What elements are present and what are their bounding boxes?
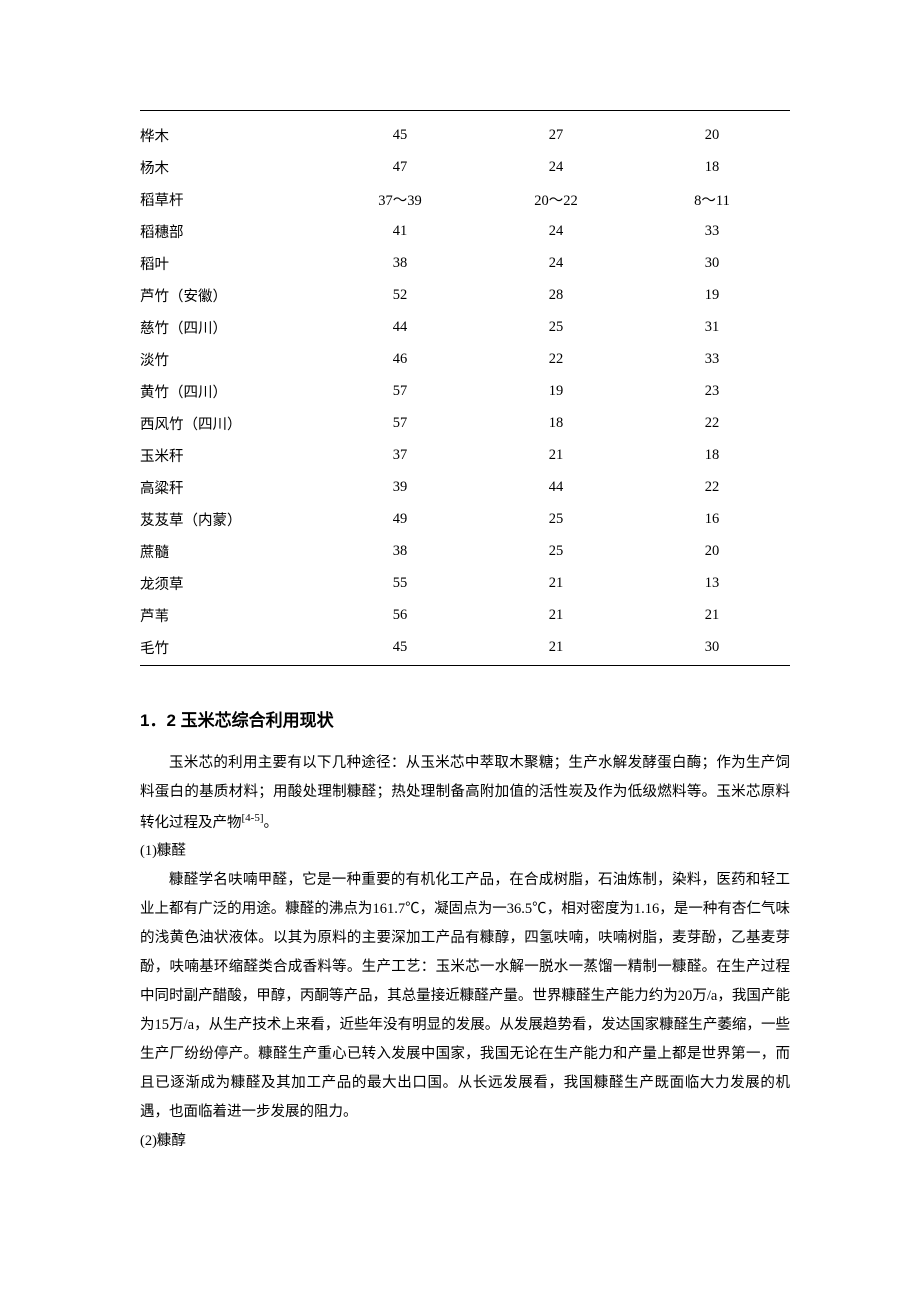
materials-table: 桦木452720杨木472418稻草杆37～3920～228～11稻穗部4124… — [140, 119, 790, 666]
cell-name: 西风竹（四川） — [140, 407, 322, 439]
cell-value: 22 — [478, 343, 634, 375]
table-row: 毛竹452130 — [140, 631, 790, 665]
content-area: 桦木452720杨木472418稻草杆37～3920～228～11稻穗部4124… — [140, 0, 790, 1156]
paragraph-intro: 玉米芯的利用主要有以下几种途径：从玉米芯中萃取木聚糖；生产水解发酵蛋白酶；作为生… — [140, 749, 790, 838]
cell-value: 33 — [634, 343, 790, 375]
cell-value: 24 — [478, 215, 634, 247]
cell-name: 稻叶 — [140, 247, 322, 279]
cell-value: 33 — [634, 215, 790, 247]
table-row: 桦木452720 — [140, 119, 790, 151]
cell-name: 淡竹 — [140, 343, 322, 375]
table-row: 蔗髓382520 — [140, 535, 790, 567]
cell-value: 46 — [322, 343, 478, 375]
cell-name: 杨木 — [140, 151, 322, 183]
cell-value: 37～39 — [322, 183, 478, 215]
cell-value: 49 — [322, 503, 478, 535]
cell-value: 38 — [322, 535, 478, 567]
reference-4-5: [4-5] — [242, 812, 264, 824]
cell-value: 30 — [634, 631, 790, 665]
cell-value: 52 — [322, 279, 478, 311]
cell-value: 45 — [322, 631, 478, 665]
cell-value: 18 — [634, 439, 790, 471]
table-row: 高粱秆394422 — [140, 471, 790, 503]
cell-name: 稻穗部 — [140, 215, 322, 247]
cell-value: 21 — [478, 631, 634, 665]
cell-value: 19 — [634, 279, 790, 311]
table-row: 龙须草552113 — [140, 567, 790, 599]
cell-name: 蔗髓 — [140, 535, 322, 567]
cell-name: 毛竹 — [140, 631, 322, 665]
cell-value: 22 — [634, 407, 790, 439]
cell-name: 桦木 — [140, 119, 322, 151]
cell-value: 57 — [322, 375, 478, 407]
item-2-label: (2)糠醇 — [140, 1127, 790, 1156]
cell-value: 16 — [634, 503, 790, 535]
cell-value: 18 — [634, 151, 790, 183]
cell-value: 25 — [478, 503, 634, 535]
cell-value: 21 — [478, 567, 634, 599]
cell-name: 稻草杆 — [140, 183, 322, 215]
cell-value: 47 — [322, 151, 478, 183]
paragraph-intro-text-b: 。 — [264, 814, 279, 830]
cell-value: 28 — [478, 279, 634, 311]
cell-value: 22 — [634, 471, 790, 503]
cell-value: 20 — [634, 535, 790, 567]
cell-name: 芦苇 — [140, 599, 322, 631]
cell-value: 24 — [478, 247, 634, 279]
cell-value: 20～22 — [478, 183, 634, 215]
cell-value: 21 — [478, 599, 634, 631]
section-heading: 1．2 玉米芯综合利用现状 — [140, 706, 790, 731]
cell-value: 13 — [634, 567, 790, 599]
cell-value: 19 — [478, 375, 634, 407]
cell-value: 30 — [634, 247, 790, 279]
cell-value: 25 — [478, 311, 634, 343]
cell-name: 芦竹（安徽） — [140, 279, 322, 311]
cell-value: 18 — [478, 407, 634, 439]
page: 桦木452720杨木472418稻草杆37～3920～228～11稻穗部4124… — [0, 0, 920, 1302]
cell-value: 27 — [478, 119, 634, 151]
cell-value: 37 — [322, 439, 478, 471]
cell-name: 玉米秆 — [140, 439, 322, 471]
cell-value: 44 — [478, 471, 634, 503]
cell-name: 芨芨草（内蒙） — [140, 503, 322, 535]
cell-value: 24 — [478, 151, 634, 183]
paragraph-furfural: 糠醛学名呋喃甲醛，它是一种重要的有机化工产品，在合成树脂，石油炼制，染料，医药和… — [140, 866, 790, 1127]
table-row: 稻穗部412433 — [140, 215, 790, 247]
cell-value: 31 — [634, 311, 790, 343]
table-row: 杨木472418 — [140, 151, 790, 183]
table-row: 稻草杆37～3920～228～11 — [140, 183, 790, 215]
cell-value: 44 — [322, 311, 478, 343]
cell-name: 高粱秆 — [140, 471, 322, 503]
item-1-label: (1)糠醛 — [140, 837, 790, 866]
cell-value: 41 — [322, 215, 478, 247]
cell-value: 56 — [322, 599, 478, 631]
table-top-rule — [140, 110, 790, 111]
table-row: 稻叶382430 — [140, 247, 790, 279]
table-row: 西风竹（四川）571822 — [140, 407, 790, 439]
cell-value: 23 — [634, 375, 790, 407]
cell-value: 8～11 — [634, 183, 790, 215]
table-row: 玉米秆372118 — [140, 439, 790, 471]
table-row: 黄竹（四川）571923 — [140, 375, 790, 407]
table-row: 慈竹（四川）442531 — [140, 311, 790, 343]
paragraph-intro-text-a: 玉米芯的利用主要有以下几种途径：从玉米芯中萃取木聚糖；生产水解发酵蛋白酶；作为生… — [140, 755, 790, 831]
cell-value: 39 — [322, 471, 478, 503]
cell-name: 黄竹（四川） — [140, 375, 322, 407]
cell-name: 龙须草 — [140, 567, 322, 599]
cell-value: 20 — [634, 119, 790, 151]
table-row: 芦竹（安徽）522819 — [140, 279, 790, 311]
table-row: 芨芨草（内蒙）492516 — [140, 503, 790, 535]
cell-value: 21 — [478, 439, 634, 471]
cell-value: 45 — [322, 119, 478, 151]
cell-value: 21 — [634, 599, 790, 631]
cell-value: 38 — [322, 247, 478, 279]
table-row: 淡竹462233 — [140, 343, 790, 375]
cell-value: 57 — [322, 407, 478, 439]
cell-value: 25 — [478, 535, 634, 567]
cell-value: 55 — [322, 567, 478, 599]
cell-name: 慈竹（四川） — [140, 311, 322, 343]
table-row: 芦苇562121 — [140, 599, 790, 631]
